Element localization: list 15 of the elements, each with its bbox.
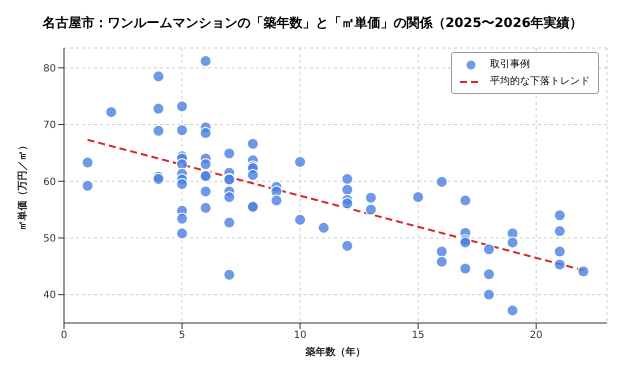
chart-title: 名古屋市：ワンルームマンションの「築年数」と「㎡単価」の関係（2025〜2026年実績） — [41, 14, 584, 32]
x-tick-label: 15 — [412, 330, 424, 342]
x-tick-label: 5 — [178, 330, 186, 342]
y-tick-label: 50 — [43, 234, 56, 244]
x-tick-label: 10 — [294, 330, 306, 342]
y-tick-label: 40 — [43, 290, 56, 302]
legend-label: 取引事例 — [490, 58, 530, 72]
x-axis-title: 築年数（年） — [304, 346, 366, 358]
y-tick-label: 80 — [43, 63, 56, 74]
y-tick-label: 60 — [43, 176, 56, 188]
y-axis-title: ㎡単価（万円／㎡） — [16, 140, 29, 230]
y-tick-label: 70 — [43, 120, 56, 132]
x-tick-label: 20 — [530, 330, 543, 342]
x-tick-label: 0 — [60, 330, 68, 342]
legend-label: 平均的な下落トレンド — [490, 74, 590, 89]
